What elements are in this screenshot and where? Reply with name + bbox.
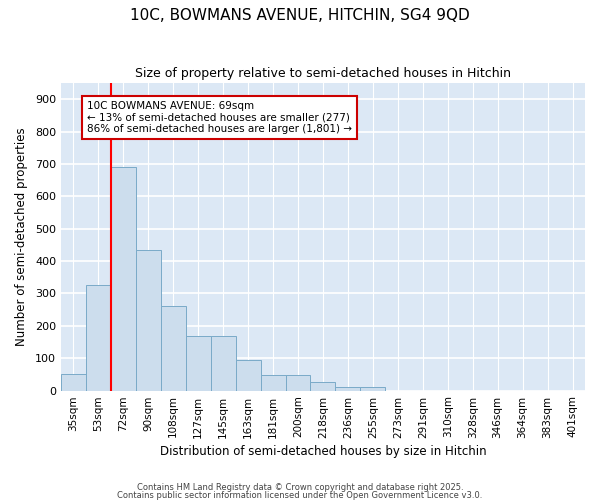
Bar <box>136 250 161 390</box>
Bar <box>260 376 286 390</box>
Bar <box>61 374 86 390</box>
Bar <box>161 306 186 390</box>
Bar <box>236 360 260 390</box>
Bar <box>111 167 136 390</box>
Bar <box>361 388 385 390</box>
Y-axis label: Number of semi-detached properties: Number of semi-detached properties <box>15 128 28 346</box>
Bar <box>310 382 335 390</box>
Bar <box>211 336 236 390</box>
Text: 10C BOWMANS AVENUE: 69sqm
← 13% of semi-detached houses are smaller (277)
86% of: 10C BOWMANS AVENUE: 69sqm ← 13% of semi-… <box>87 101 352 134</box>
Title: Size of property relative to semi-detached houses in Hitchin: Size of property relative to semi-detach… <box>135 68 511 80</box>
Bar <box>186 336 211 390</box>
Bar <box>86 286 111 391</box>
Bar <box>335 386 361 390</box>
X-axis label: Distribution of semi-detached houses by size in Hitchin: Distribution of semi-detached houses by … <box>160 444 486 458</box>
Text: Contains public sector information licensed under the Open Government Licence v3: Contains public sector information licen… <box>118 490 482 500</box>
Text: 10C, BOWMANS AVENUE, HITCHIN, SG4 9QD: 10C, BOWMANS AVENUE, HITCHIN, SG4 9QD <box>130 8 470 22</box>
Text: Contains HM Land Registry data © Crown copyright and database right 2025.: Contains HM Land Registry data © Crown c… <box>137 484 463 492</box>
Bar <box>286 376 310 390</box>
